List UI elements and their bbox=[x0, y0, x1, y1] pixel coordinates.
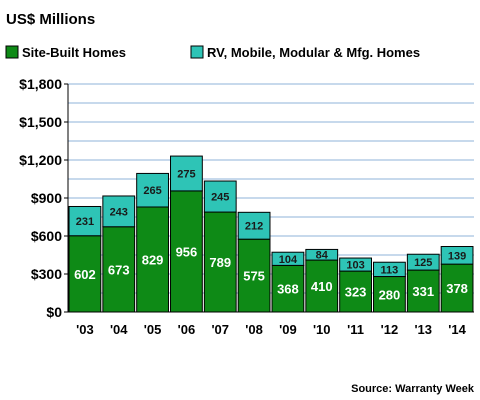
legend-label-site-built: Site-Built Homes bbox=[22, 45, 126, 60]
data-label-site-built: 331 bbox=[412, 284, 434, 299]
data-label-rv-mobile: 125 bbox=[414, 257, 432, 269]
bar-site-built bbox=[339, 270, 372, 313]
y-tick-label: $300 bbox=[31, 266, 62, 282]
data-label-rv-mobile: 231 bbox=[76, 216, 94, 228]
x-tick-label: '11 bbox=[347, 322, 364, 337]
x-tick-label: '08 bbox=[245, 322, 263, 337]
bar-site-built bbox=[271, 264, 305, 313]
data-label-site-built: 323 bbox=[345, 285, 367, 300]
data-label-rv-mobile: 245 bbox=[211, 192, 229, 204]
legend-swatch-rv-mobile bbox=[190, 45, 204, 59]
data-label-rv-mobile: 212 bbox=[245, 221, 263, 233]
data-label-site-built: 829 bbox=[142, 252, 164, 267]
data-label-rv-mobile: 265 bbox=[143, 185, 161, 197]
bar-rv-mobile bbox=[305, 248, 339, 261]
y-tick-label: $1,500 bbox=[19, 114, 62, 130]
x-tick-label: '13 bbox=[414, 322, 432, 337]
bar-site-built bbox=[237, 238, 271, 313]
data-label-rv-mobile: 139 bbox=[448, 250, 466, 262]
data-label-site-built: 378 bbox=[446, 281, 468, 296]
y-tick-label: $600 bbox=[31, 228, 62, 244]
bar-rv-mobile bbox=[271, 251, 305, 266]
data-label-rv-mobile: 104 bbox=[279, 254, 298, 266]
x-tick-label: '12 bbox=[381, 322, 399, 337]
bar-rv-mobile bbox=[440, 246, 474, 265]
data-label-rv-mobile: 243 bbox=[110, 206, 128, 218]
bar-site-built bbox=[136, 206, 169, 313]
data-label-site-built: 789 bbox=[209, 255, 231, 270]
bar-site-built bbox=[170, 190, 203, 313]
x-tick-label: '04 bbox=[110, 322, 128, 337]
data-label-site-built: 410 bbox=[311, 279, 333, 294]
y-axis-ticks: $0 $300 $600 $900 $1,200 $1,500 $1,800 bbox=[19, 76, 68, 320]
data-label-site-built: 575 bbox=[243, 269, 265, 284]
bar-rv-mobile bbox=[237, 211, 271, 240]
data-label-rv-mobile: 84 bbox=[316, 250, 329, 262]
data-label-site-built: 673 bbox=[108, 262, 130, 277]
data-label-site-built: 368 bbox=[277, 282, 299, 297]
bar-site-built bbox=[440, 263, 474, 313]
x-tick-label: '07 bbox=[211, 322, 229, 337]
x-tick-label: '14 bbox=[448, 322, 466, 337]
bar-rv-mobile bbox=[373, 261, 406, 278]
y-tick-label: $1,800 bbox=[19, 76, 62, 92]
bar-rv-mobile bbox=[68, 205, 102, 237]
x-tick-label: '09 bbox=[279, 322, 297, 337]
data-labels: 602 231 673 243 829 265 956 275 789 245 575 212 368 1… bbox=[74, 168, 468, 302]
bars bbox=[68, 155, 474, 313]
data-label-rv-mobile: 103 bbox=[346, 260, 364, 272]
y-tick-label: $900 bbox=[31, 190, 62, 206]
bar-site-built bbox=[102, 226, 136, 313]
bar-rv-mobile bbox=[406, 253, 440, 271]
x-axis-ticks: '03 '04 '05 '06 '07 '08 '09 '10 '11 '12 '13 '14 bbox=[76, 322, 466, 337]
source-note: Source: Warranty Week bbox=[351, 383, 475, 395]
bar-rv-mobile bbox=[136, 172, 169, 208]
data-label-site-built: 602 bbox=[74, 267, 96, 282]
bar-rv-mobile bbox=[203, 180, 237, 213]
legend-swatch-site-built bbox=[5, 45, 19, 59]
x-tick-label: '10 bbox=[313, 322, 331, 337]
y-tick-label: $1,200 bbox=[19, 152, 62, 168]
bar-rv-mobile bbox=[339, 257, 372, 272]
bar-rv-mobile bbox=[170, 155, 203, 192]
gridlines bbox=[68, 83, 474, 294]
x-tick-label: '06 bbox=[178, 322, 196, 337]
legend: Site-Built Homes RV, Mobile, Modular & M… bbox=[5, 45, 420, 60]
x-tick-label: '03 bbox=[76, 322, 94, 337]
data-label-site-built: 280 bbox=[379, 287, 401, 302]
x-tick-label: '05 bbox=[144, 322, 162, 337]
data-label-rv-mobile: 275 bbox=[177, 168, 195, 180]
data-label-site-built: 956 bbox=[176, 244, 198, 259]
y-tick-label: $0 bbox=[46, 304, 62, 320]
legend-label-rv-mobile: RV, Mobile, Modular & Mfg. Homes bbox=[207, 45, 420, 60]
chart-title: US$ Millions bbox=[6, 11, 95, 28]
bar-site-built bbox=[305, 259, 339, 313]
data-label-rv-mobile: 113 bbox=[381, 264, 399, 276]
bar-rv-mobile bbox=[102, 195, 136, 228]
